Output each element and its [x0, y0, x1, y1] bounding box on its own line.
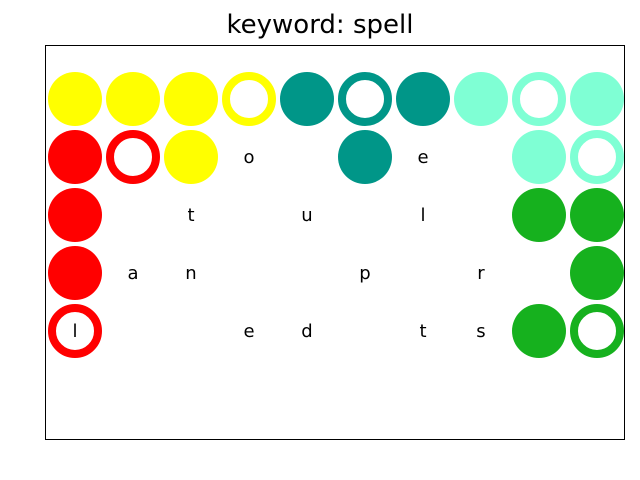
tile-disc-mint [570, 72, 624, 126]
tile-ring-red: l [48, 304, 102, 358]
tile-disc-yellow [48, 72, 102, 126]
tile-disc-yellow [106, 72, 160, 126]
tile-disc-green [512, 188, 566, 242]
tile-disc-green [570, 188, 624, 242]
game-board: o e t u l a n p r l e d t s [45, 45, 625, 440]
tile-disc-red [48, 188, 102, 242]
tile-letter: n [185, 262, 197, 284]
tile-letter: l [420, 204, 426, 226]
tile-disc-mint [512, 130, 566, 184]
tile-disc-red [48, 246, 102, 300]
tile-letter: s [476, 320, 486, 342]
tile-letter: e [243, 320, 255, 342]
tile-disc-teal [280, 72, 334, 126]
tile-ring-mint [570, 130, 624, 184]
tile-ring-teal [338, 72, 392, 126]
tile-disc-mint [454, 72, 508, 126]
tile-letter: u [301, 204, 313, 226]
tile-disc-red [48, 130, 102, 184]
tile-disc-yellow [164, 72, 218, 126]
tile-letter: d [301, 320, 313, 342]
tile-ring-mint [512, 72, 566, 126]
tile-disc-green [512, 304, 566, 358]
tile-disc-teal [396, 72, 450, 126]
tile-letter: a [127, 262, 139, 284]
page-title: keyword: spell [226, 10, 414, 40]
tile-disc-green [570, 246, 624, 300]
tile-letter: e [417, 146, 429, 168]
tile-letter: r [477, 262, 485, 284]
tile-ring-yellow [222, 72, 276, 126]
tile-letter: t [187, 204, 195, 226]
tile-letter: t [419, 320, 427, 342]
tile-disc-yellow [164, 130, 218, 184]
tile-letter: o [243, 146, 255, 168]
tile-letter: p [359, 262, 371, 284]
tile-ring-green [570, 304, 624, 358]
tile-ring-red [106, 130, 160, 184]
tile-disc-teal [338, 130, 392, 184]
